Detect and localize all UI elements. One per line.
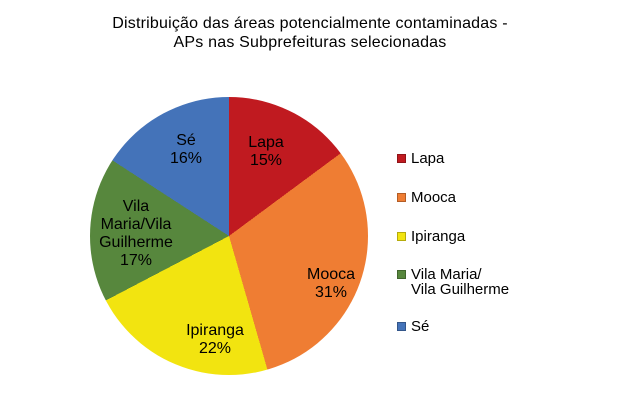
- pie-chart: [90, 97, 368, 375]
- legend-swatch-vila-maria-vila-guilherme: [397, 270, 406, 279]
- legend-label-ipiranga: Ipiranga: [411, 228, 466, 245]
- legend-item-mooca: Mooca: [397, 190, 456, 205]
- pie-label-mooca: Mooca 31%: [306, 266, 356, 301]
- legend-item-vila-maria-vila-guilherme: Vila Maria/ Vila Guilherme: [397, 267, 509, 297]
- legend-swatch-mooca: [397, 193, 406, 202]
- legend-label-vila-maria-vila-guilherme: Vila Maria/ Vila Guilherme: [411, 266, 510, 298]
- chart-title: Distribuição das áreas potencialmente co…: [112, 15, 508, 51]
- legend-item-ipiranga: Ipiranga: [397, 229, 465, 244]
- legend-swatch-lapa: [397, 154, 406, 163]
- legend-item-se: Sé: [397, 319, 429, 334]
- legend-item-lapa: Lapa: [397, 151, 444, 166]
- pie-label-ipiranga: Ipiranga 22%: [186, 322, 244, 357]
- legend-label-mooca: Mooca: [411, 189, 457, 206]
- pie-label-lapa: Lapa 15%: [248, 134, 284, 169]
- legend-label-lapa: Lapa: [411, 150, 445, 167]
- pie-label-vila-maria-vila-guilherme: Vila Maria/Vila Guilherme 17%: [99, 198, 173, 269]
- legend-swatch-ipiranga: [397, 232, 406, 241]
- legend-swatch-se: [397, 322, 406, 331]
- legend-label-se: Sé: [411, 318, 430, 335]
- pie-label-se: Sé 16%: [169, 132, 203, 167]
